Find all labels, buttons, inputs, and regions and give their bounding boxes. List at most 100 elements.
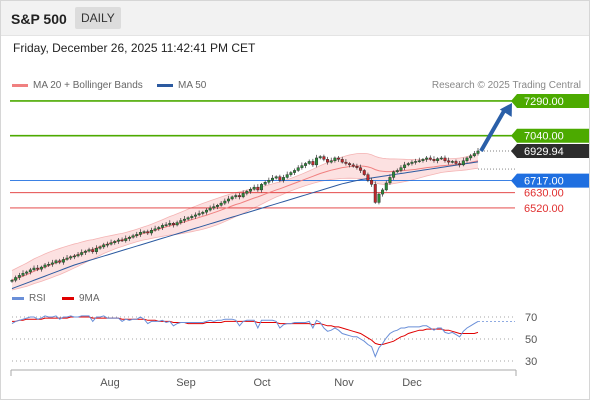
candle-body: [447, 160, 451, 163]
legend-bollinger-label: MA 20 + Bollinger Bands: [33, 80, 143, 91]
candle-body: [315, 157, 319, 166]
candle-body: [58, 260, 62, 263]
candle-body: [432, 159, 436, 161]
candle-body: [102, 244, 106, 248]
candle-body: [355, 166, 359, 168]
candle-body: [72, 255, 76, 258]
candle-body: [54, 260, 58, 264]
legend-rsi: RSI: [12, 293, 46, 304]
candle-body: [348, 163, 352, 166]
x-tick-label: Oct: [253, 377, 270, 389]
candle-body: [219, 202, 223, 206]
candle-body: [21, 273, 25, 276]
candle-body: [274, 176, 278, 179]
candle-body: [25, 271, 29, 274]
chart-header: S&P 500 DAILY: [0, 0, 590, 36]
symbol-title: S&P 500: [11, 11, 67, 27]
candle-body: [399, 167, 403, 171]
candle-body: [439, 157, 443, 160]
candle-body: [373, 184, 377, 203]
candle-body: [157, 227, 161, 230]
x-tick-label: Nov: [334, 377, 354, 389]
candle-body: [443, 157, 447, 161]
candle-body: [120, 239, 124, 242]
candle-body: [249, 189, 252, 192]
candle-body: [197, 213, 201, 216]
candle-body: [204, 209, 208, 213]
candle-body: [227, 198, 230, 202]
candle-body: [98, 246, 102, 249]
candle-body: [425, 157, 429, 160]
candle-body: [208, 207, 212, 211]
candle-body: [344, 161, 348, 164]
candle-body: [337, 157, 341, 160]
candle-body: [131, 235, 135, 238]
candle-body: [304, 163, 308, 166]
rsi-line: [11, 315, 479, 358]
candle-body: [414, 161, 418, 163]
legend-9ma: 9MA: [62, 293, 100, 304]
legend-bollinger: MA 20 + Bollinger Bands: [12, 80, 143, 91]
candle-body: [216, 205, 219, 207]
level-tag-3: [511, 173, 590, 188]
timeframe-badge[interactable]: DAILY: [75, 7, 121, 29]
candle-body: [14, 277, 18, 281]
candle-body: [282, 177, 286, 181]
candle-body: [417, 160, 421, 162]
candle-body: [461, 160, 465, 166]
candle-body: [307, 161, 311, 164]
x-tick-label: Dec: [402, 377, 422, 389]
x-tick-label: Aug: [100, 377, 120, 389]
candle-body: [388, 177, 392, 184]
candle-body: [370, 179, 374, 185]
candle-body: [83, 250, 87, 253]
candle-body: [289, 172, 293, 175]
candle-body: [124, 238, 128, 241]
candle-body: [201, 211, 205, 214]
level-tag-1: [511, 128, 590, 143]
candle-body: [406, 163, 410, 166]
candle-body: [10, 280, 14, 282]
legend-swatch-bollinger: [12, 84, 28, 87]
candle-body: [69, 256, 73, 259]
candle-body: [32, 267, 36, 271]
candle-body: [260, 184, 263, 191]
candle-body: [28, 269, 32, 273]
candle-body: [318, 156, 322, 159]
rsi-tick-label: 30: [525, 356, 537, 368]
candle-body: [436, 158, 440, 161]
candle-body: [17, 275, 21, 278]
legend-swatch-ma50: [157, 84, 173, 87]
candle-body: [395, 170, 399, 173]
candle-body: [359, 167, 363, 171]
legend-rsi-label: RSI: [29, 293, 46, 304]
candle-body: [362, 170, 366, 175]
candle-body: [267, 179, 271, 183]
candle-body: [61, 259, 65, 263]
candle-body: [234, 195, 238, 198]
candle-body: [223, 200, 227, 204]
candle-body: [50, 262, 54, 265]
candle-body: [381, 189, 385, 195]
ma50-line: [11, 161, 479, 290]
candle-body: [472, 153, 476, 157]
candle-body: [135, 234, 139, 236]
candle-body: [76, 254, 80, 257]
candle-body: [142, 231, 146, 233]
candle-body: [138, 232, 142, 235]
copyright: Research © 2025 Trading Central: [431, 80, 581, 91]
level-label-1: 7040.00: [524, 131, 564, 143]
candle-body: [329, 160, 333, 163]
candle-body: [65, 257, 69, 260]
candle-body: [47, 264, 51, 266]
projection-arrow-shaft: [479, 109, 506, 152]
level-label-5: 6520.00: [524, 203, 564, 215]
candle-body: [153, 228, 157, 231]
candle-body: [263, 182, 267, 185]
candle-body: [43, 264, 47, 268]
candle-body: [190, 216, 194, 218]
bollinger-band-area: [12, 153, 478, 290]
candle-body: [256, 186, 260, 191]
candle-body: [171, 223, 175, 226]
